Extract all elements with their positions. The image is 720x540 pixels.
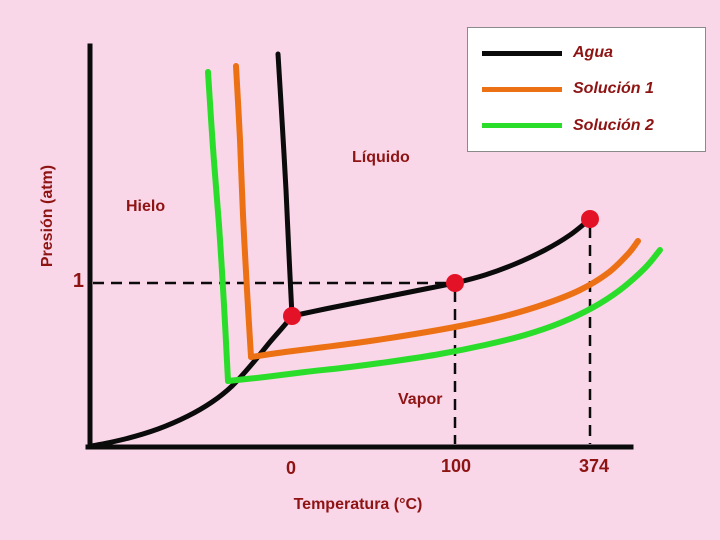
legend-line-solucion-1 <box>482 86 562 92</box>
agua-sublimacion <box>89 313 295 449</box>
region-label-liquido: Líquido <box>352 149 410 166</box>
legend-line-agua <box>482 50 562 56</box>
legend-label-solucion-1: Solución 1 <box>573 80 654 98</box>
legend-item-agua: Agua <box>482 44 697 62</box>
y-tick-1: 1 <box>72 270 84 292</box>
legend-line-solucion-2 <box>482 123 562 129</box>
region-label-vapor: Vapor <box>398 391 443 408</box>
point-marker-2 <box>446 274 464 292</box>
x-tick-100: 100 <box>440 456 472 476</box>
agua-fusion <box>275 51 295 319</box>
legend: Agua Solución 1 Solución 2 <box>467 27 706 152</box>
point-marker-1 <box>283 307 301 325</box>
solucion2-fusion <box>205 69 231 384</box>
region-label-hielo: Hielo <box>126 198 166 215</box>
legend-label-solucion-2: Solución 2 <box>573 116 654 134</box>
legend-item-solucion-1: Solución 1 <box>482 80 697 98</box>
solucion1-fusion <box>233 63 254 360</box>
point-marker-3 <box>581 210 599 228</box>
solucion1-vaporizacion <box>248 238 641 360</box>
solucion2-vaporizacion <box>225 247 663 384</box>
legend-item-solucion-2: Solución 2 <box>482 117 697 135</box>
x-tick-374: 374 <box>578 456 610 476</box>
y-axis-label: Presión (atm) <box>39 164 56 268</box>
x-axis-label: Temperatura (°C) <box>293 496 423 513</box>
x-tick-0: 0 <box>285 458 296 478</box>
legend-label-agua: Agua <box>573 44 613 62</box>
